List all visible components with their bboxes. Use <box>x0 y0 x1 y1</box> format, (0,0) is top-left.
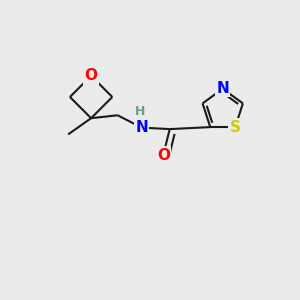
Text: O: O <box>157 148 170 163</box>
Text: S: S <box>230 120 241 135</box>
Text: N: N <box>216 81 229 96</box>
Text: N: N <box>135 120 148 135</box>
Text: H: H <box>135 105 146 118</box>
Text: O: O <box>85 68 98 83</box>
